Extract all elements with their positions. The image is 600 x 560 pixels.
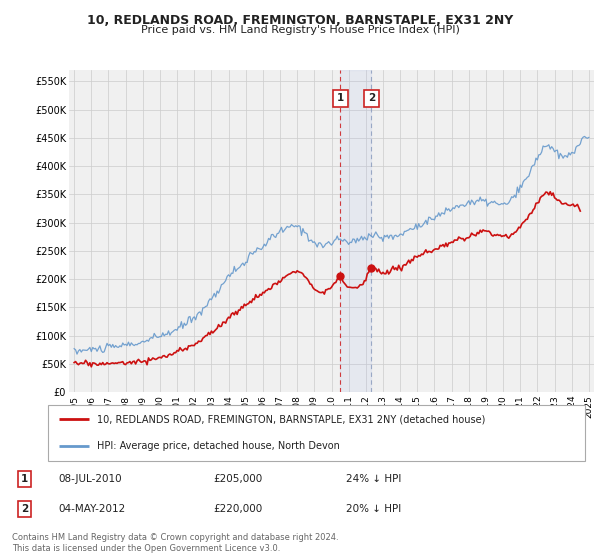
Text: HPI: Average price, detached house, North Devon: HPI: Average price, detached house, Nort…	[97, 441, 340, 451]
Text: 1: 1	[20, 474, 28, 484]
Text: Price paid vs. HM Land Registry's House Price Index (HPI): Price paid vs. HM Land Registry's House …	[140, 25, 460, 35]
Text: 08-JUL-2010: 08-JUL-2010	[58, 474, 122, 484]
Text: 04-MAY-2012: 04-MAY-2012	[58, 503, 125, 514]
Text: 2: 2	[368, 94, 375, 103]
Text: 1: 1	[337, 94, 344, 103]
Text: £205,000: £205,000	[214, 474, 263, 484]
Text: 2: 2	[20, 503, 28, 514]
Bar	[340, 70, 371, 392]
Text: £220,000: £220,000	[214, 503, 263, 514]
Text: 20% ↓ HPI: 20% ↓ HPI	[346, 503, 401, 514]
FancyBboxPatch shape	[48, 405, 586, 461]
Text: 10, REDLANDS ROAD, FREMINGTON, BARNSTAPLE, EX31 2NY (detached house): 10, REDLANDS ROAD, FREMINGTON, BARNSTAPL…	[97, 414, 485, 424]
Text: Contains HM Land Registry data © Crown copyright and database right 2024.
This d: Contains HM Land Registry data © Crown c…	[12, 533, 338, 553]
Text: 10, REDLANDS ROAD, FREMINGTON, BARNSTAPLE, EX31 2NY: 10, REDLANDS ROAD, FREMINGTON, BARNSTAPL…	[87, 14, 513, 27]
Text: 24% ↓ HPI: 24% ↓ HPI	[346, 474, 401, 484]
